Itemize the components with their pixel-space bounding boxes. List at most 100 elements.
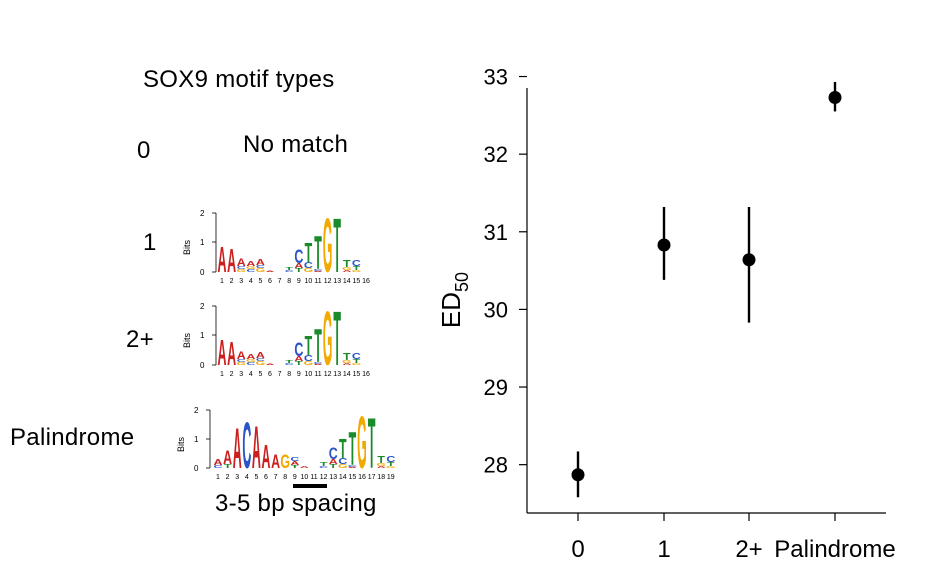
logo-letter: A xyxy=(233,415,242,480)
logo-position-label: 5 xyxy=(254,474,258,481)
logo-position-label: 15 xyxy=(353,278,361,285)
x-tick-label: 1 xyxy=(657,536,670,563)
logo-letter: G xyxy=(376,462,386,466)
logo-position-label: 12 xyxy=(324,371,332,378)
logo-letter: T xyxy=(320,461,328,467)
logo-letter: A xyxy=(300,466,310,469)
x-tick-label: Palindrome xyxy=(774,536,895,563)
logo-position-label: 11 xyxy=(310,474,317,481)
data-point xyxy=(742,253,756,267)
logo-letter: G xyxy=(352,363,362,366)
logo-position-label: 8 xyxy=(287,278,291,285)
logo-letter: T xyxy=(343,259,351,269)
logo-letter: C xyxy=(304,261,313,270)
logo-letter: A xyxy=(246,260,255,268)
y-tick-label: 32 xyxy=(484,142,508,167)
logo-letter: T xyxy=(285,266,293,270)
logo-letter: C xyxy=(285,363,295,366)
logo-letter: C xyxy=(246,361,255,365)
logo-position-label: 15 xyxy=(349,474,357,481)
logo-letter: A xyxy=(266,364,276,366)
logo-letter: G xyxy=(246,358,256,362)
logo-letter: T xyxy=(333,202,341,289)
logo-letter: G xyxy=(386,466,396,469)
logo-letter: C xyxy=(294,339,303,360)
logo-letter: T xyxy=(339,433,347,464)
logo-letter: T xyxy=(314,228,322,280)
logo-letter: T xyxy=(368,403,376,484)
logo-position-label: 13 xyxy=(333,371,341,378)
logo-letter: T xyxy=(224,463,232,469)
logo-position-label: 3 xyxy=(239,278,243,285)
logo-position-label: 9 xyxy=(297,278,301,285)
logo-letter: G xyxy=(357,402,367,484)
logo-letter: C xyxy=(237,265,246,269)
logo-letter: A xyxy=(290,460,299,466)
logo-position-label: 2 xyxy=(230,371,234,378)
x-tick-label: 2+ xyxy=(735,536,762,563)
logo-position-label: 16 xyxy=(362,278,370,285)
y-tick-label: 30 xyxy=(484,297,508,322)
logo-letter: T xyxy=(285,359,293,363)
logo-letter: C xyxy=(214,464,223,468)
logo-letter: A xyxy=(342,363,352,366)
logo-letter: A xyxy=(256,351,265,360)
logo-position-label: 14 xyxy=(339,474,347,481)
motif-row-label-0: 0 xyxy=(137,137,151,164)
logo-letter: G xyxy=(304,360,314,366)
logo-letter: A xyxy=(266,271,276,273)
logo-letter: A xyxy=(294,355,303,363)
logo-letter: T xyxy=(305,237,313,268)
logo-letter: C xyxy=(329,445,338,463)
logo-letter: A xyxy=(214,458,223,467)
logo-letter: C xyxy=(348,465,358,468)
logo-letter: T xyxy=(377,455,385,465)
logo-letter: G xyxy=(236,361,246,365)
logo-letter: T xyxy=(305,330,313,361)
y-axis-label: ED50 xyxy=(436,272,472,328)
logo-letter: G xyxy=(323,295,333,382)
logo-position-label: 18 xyxy=(377,474,385,481)
logo-letter: G xyxy=(280,451,290,472)
logo-letter: A xyxy=(314,364,324,366)
logo-position-label: 4 xyxy=(249,278,253,285)
logo-position-label: 12 xyxy=(320,474,328,481)
logo-axis-label: Bits xyxy=(182,332,192,348)
logo-letter: G xyxy=(352,270,362,273)
logo-letter: T xyxy=(353,358,361,364)
logo-position-label: 14 xyxy=(343,371,351,378)
logo-letter: A xyxy=(348,467,358,469)
logo-letter: A xyxy=(329,458,338,466)
y-tick-label: 29 xyxy=(484,375,508,400)
logo-position-label: 1 xyxy=(220,371,224,378)
logo-letter: A xyxy=(262,439,271,476)
logo-letter: G xyxy=(342,266,352,270)
logo-position-label: 5 xyxy=(258,371,262,378)
logo-position-label: 12 xyxy=(324,278,332,285)
logo-position-label: 4 xyxy=(245,474,249,481)
logo-letter: C xyxy=(314,362,324,365)
logo-position-label: 13 xyxy=(333,278,341,285)
logo-letter: C xyxy=(314,269,324,272)
logo-position-label: 1 xyxy=(216,474,220,481)
no-match-text: No match xyxy=(243,131,349,158)
logo-position-label: 9 xyxy=(297,371,301,378)
logo-position-label: 1 xyxy=(220,278,224,285)
logo-letter: T xyxy=(333,295,341,382)
logo-letter: A xyxy=(223,447,232,468)
logo-letter: T xyxy=(329,463,337,469)
logo-position-label: 7 xyxy=(274,474,278,481)
logo-letter: T xyxy=(353,265,361,271)
logo-position-label: 6 xyxy=(264,474,268,481)
logo-position-label: 10 xyxy=(305,371,313,378)
logo-letter: A xyxy=(271,451,280,472)
logo-letter: G xyxy=(338,463,348,469)
logo-letter: A xyxy=(218,240,227,280)
data-point xyxy=(828,90,842,104)
logo-ytick: 0 xyxy=(200,361,205,370)
logo-ytick: 1 xyxy=(194,435,199,444)
logo-letter: C xyxy=(294,246,303,267)
motif-row-label-2plus: 2+ xyxy=(126,326,154,353)
spacing-label: 3-5 bp spacing xyxy=(215,490,377,517)
y-tick-label: 31 xyxy=(484,220,508,245)
